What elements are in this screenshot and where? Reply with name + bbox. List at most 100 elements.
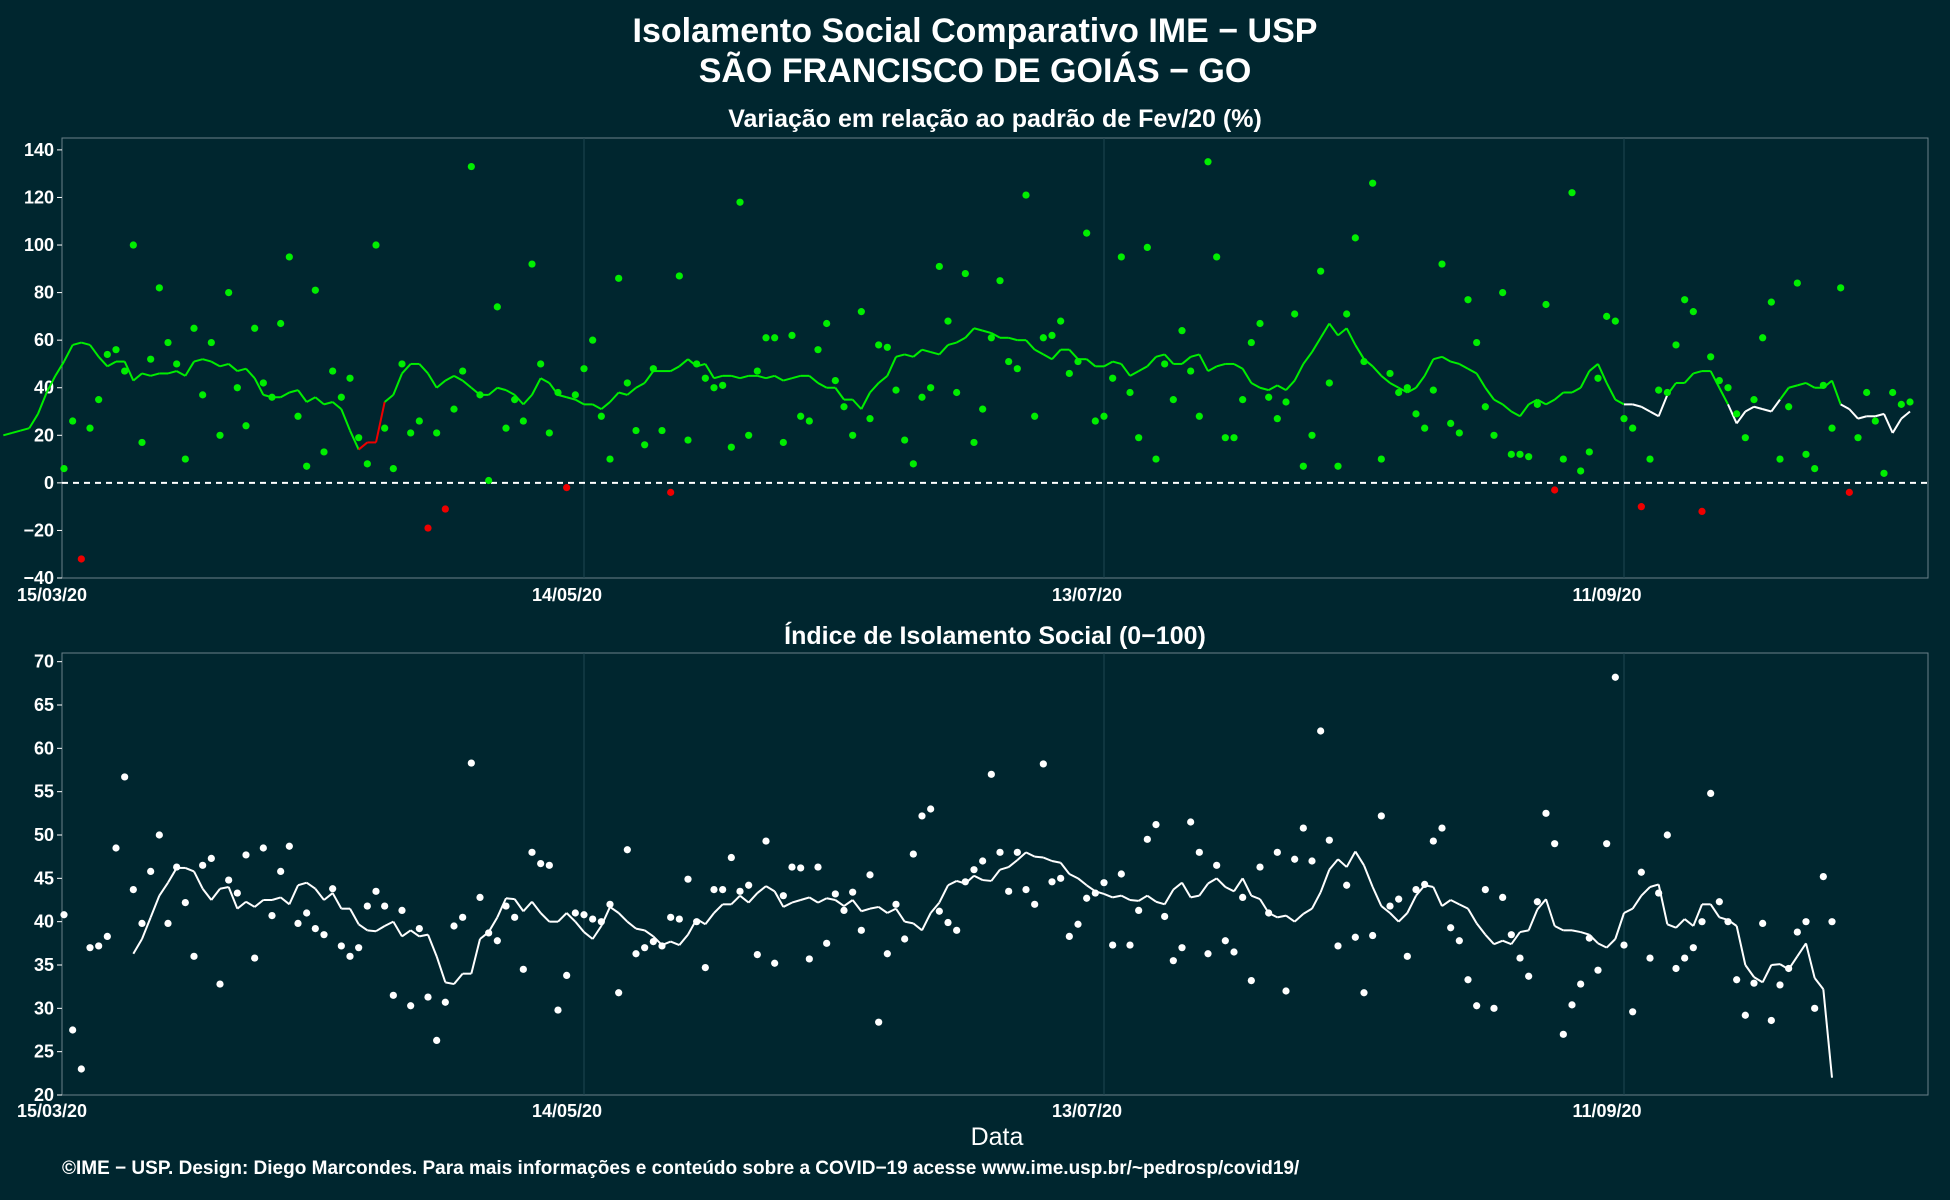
- variation-data-point: [1767, 298, 1775, 306]
- index-data-point: [1325, 836, 1333, 844]
- moving-average-line-segment: [1034, 348, 1044, 356]
- moving-average-line-segment: [1900, 410, 1911, 420]
- index-data-point: [225, 876, 233, 884]
- index-data-point: [459, 913, 467, 921]
- variation-data-point: [190, 324, 198, 332]
- index-data-point: [849, 888, 857, 896]
- moving-average-line-segment: [930, 351, 940, 356]
- index-moving-average-segment: [1198, 882, 1209, 897]
- index-data-point: [597, 918, 605, 926]
- index-data-point: [563, 971, 571, 980]
- moving-average-line-segment: [1467, 367, 1478, 375]
- variation-data-point: [1031, 412, 1039, 420]
- variation-data-point: [1715, 376, 1723, 385]
- index-data-point: [554, 1006, 562, 1014]
- variation-data-point: [1533, 400, 1541, 408]
- variation-data-point: [1837, 284, 1845, 292]
- variation-data-point: [1455, 429, 1463, 437]
- index-data-point: [580, 911, 588, 919]
- index-data-point: [242, 851, 250, 859]
- moving-average-line-segment: [306, 396, 316, 403]
- index-moving-average-segment: [1684, 918, 1694, 927]
- index-data-point: [1507, 931, 1515, 939]
- index-moving-average-segment: [1475, 922, 1487, 936]
- index-data-point: [1785, 964, 1793, 973]
- moving-average-line-segment: [1875, 412, 1885, 418]
- index-moving-average-segment: [1623, 907, 1634, 914]
- moving-average-line-segment: [184, 361, 195, 377]
- index-data-point: [1334, 942, 1342, 950]
- index-data-point: [1499, 893, 1507, 902]
- variation-data-point: [1100, 412, 1108, 420]
- index-data-point: [519, 965, 527, 973]
- variation-data-point: [1793, 279, 1801, 287]
- index-data-point: [1629, 1008, 1637, 1016]
- index-moving-average-segment: [1285, 914, 1296, 923]
- moving-average-line-segment: [1450, 360, 1460, 365]
- index-data-point: [1438, 824, 1446, 832]
- variation-data-point: [1447, 419, 1455, 428]
- panel-top-x-tick-label: 14/05/20: [532, 585, 602, 605]
- index-data-point: [181, 899, 189, 907]
- index-moving-average-segment: [1597, 942, 1608, 949]
- index-data-point: [1811, 1004, 1819, 1012]
- moving-average-line-segment: [851, 398, 863, 410]
- index-moving-average-segment: [1077, 877, 1088, 887]
- index-data-point: [961, 878, 969, 886]
- index-data-point: [684, 875, 692, 883]
- index-data-point: [979, 857, 987, 865]
- moving-average-line-segment: [1588, 363, 1599, 372]
- index-moving-average-segment: [1761, 964, 1773, 983]
- panel-top-frame: [61, 137, 1929, 579]
- variation-data-point: [467, 162, 475, 171]
- moving-average-line-segment: [1259, 386, 1269, 392]
- variation-data-point: [1152, 455, 1160, 463]
- index-data-point: [1152, 821, 1160, 829]
- moving-average-line-segment: [1146, 356, 1157, 367]
- variation-data-point: [1603, 312, 1611, 320]
- variation-data-point: [1161, 360, 1169, 368]
- moving-average-line-segment: [990, 332, 1001, 339]
- moving-average-line-segment: [488, 386, 498, 396]
- index-data-point: [346, 952, 354, 960]
- variation-data-point: [1117, 253, 1125, 261]
- index-moving-average-segment: [453, 973, 464, 985]
- index-moving-average-segment: [583, 931, 594, 940]
- moving-average-line-segment: [202, 358, 212, 363]
- index-data-point: [311, 925, 319, 933]
- index-data-point: [701, 964, 709, 972]
- moving-average-line-segment: [1086, 358, 1096, 368]
- moving-average-line-segment: [878, 375, 888, 384]
- index-moving-average-segment: [158, 882, 169, 897]
- index-data-point: [1386, 902, 1394, 910]
- variation-data-point: [1863, 388, 1871, 397]
- index-moving-average-segment: [367, 929, 377, 933]
- moving-average-line-segment: [11, 429, 21, 434]
- index-moving-average-segment: [1277, 914, 1287, 919]
- index-moving-average-segment: [331, 892, 343, 910]
- moving-average-line-segment: [574, 398, 585, 406]
- moving-average-line-segment: [97, 356, 109, 367]
- moving-average-line-segment: [1190, 353, 1200, 358]
- panel-top-y-tick-label: −20: [23, 520, 54, 540]
- variation-data-point: [528, 260, 536, 268]
- variation-data-point: [1438, 260, 1446, 268]
- index-data-point: [1447, 924, 1455, 932]
- moving-average-line-segment: [72, 341, 82, 346]
- index-data-point: [615, 989, 623, 997]
- variation-data-point: [476, 391, 484, 399]
- index-data-point: [1230, 948, 1238, 956]
- variation-data-point: [935, 262, 943, 271]
- index-data-point: [762, 837, 770, 845]
- variation-data-point: [537, 360, 545, 368]
- variation-data-point: [987, 334, 995, 342]
- variation-data-point: [1230, 434, 1238, 442]
- index-moving-average-segment: [419, 933, 429, 938]
- variation-data-point: [1256, 319, 1264, 328]
- moving-average-line-segment: [938, 344, 949, 356]
- moving-average-line-segment: [314, 396, 325, 406]
- variation-data-point: [1906, 398, 1914, 406]
- index-moving-average-segment: [973, 874, 984, 881]
- index-moving-average-segment: [1025, 851, 1036, 858]
